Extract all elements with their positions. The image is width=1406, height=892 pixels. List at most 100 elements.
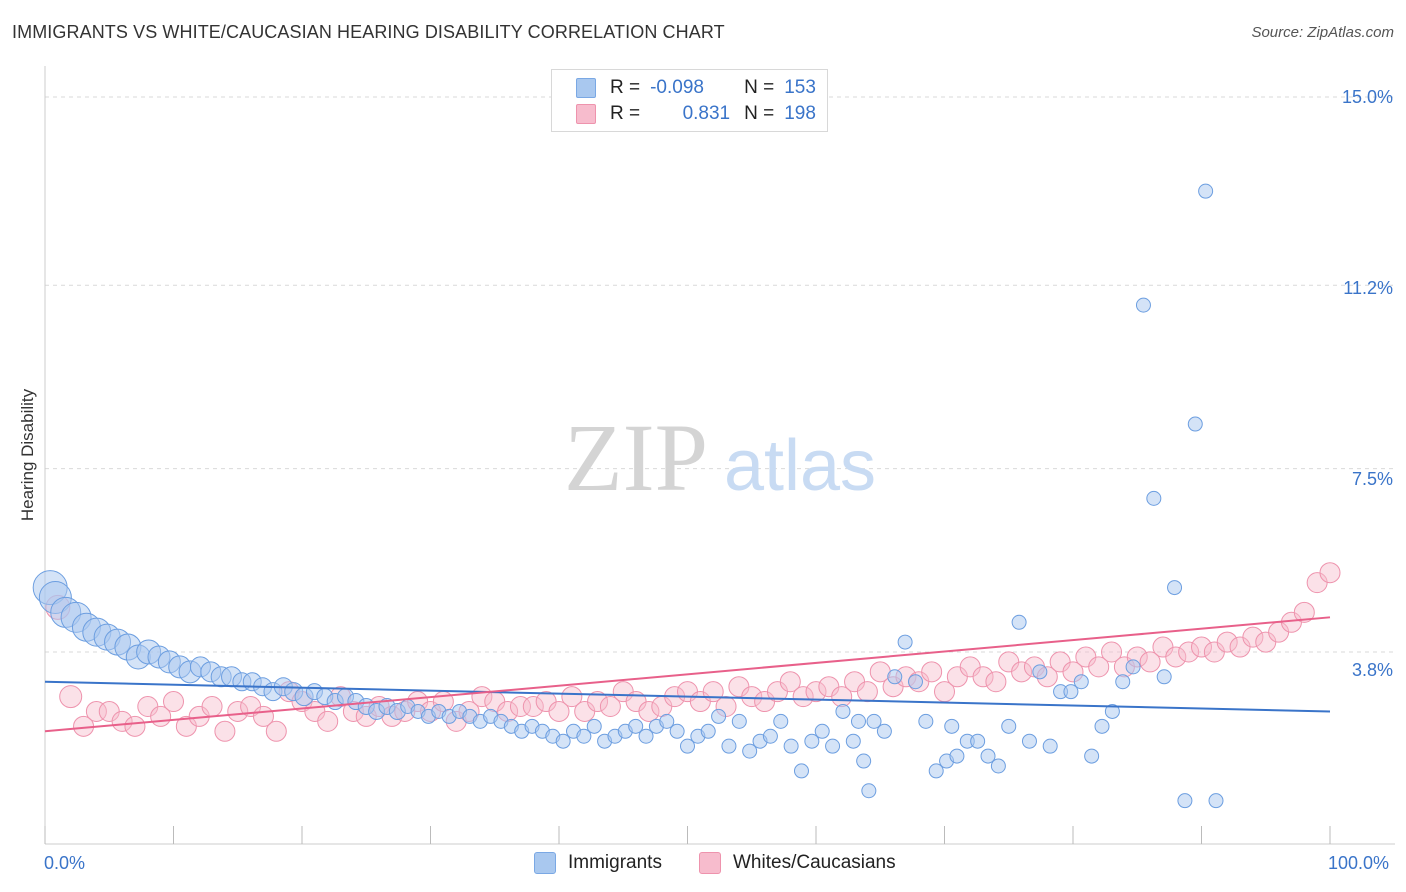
watermark-zip: ZIP: [564, 404, 708, 511]
trend-lines: [44, 616, 1331, 733]
point-immigrants-104: [1084, 748, 1100, 764]
point-immigrants-94: [980, 748, 996, 764]
point-whites-93: [1242, 626, 1264, 648]
point-immigrants-64: [700, 723, 716, 739]
point-immigrants-114: [1187, 416, 1203, 432]
point-immigrants-67: [731, 713, 747, 729]
point-immigrants-95: [990, 758, 1006, 774]
point-whites-57: [779, 671, 801, 693]
point-immigrants-109: [1135, 297, 1151, 313]
point-whites-73: [985, 671, 1007, 693]
trend-line-whites: [44, 616, 1331, 733]
point-immigrants-85: [897, 634, 913, 650]
point-whites-12: [201, 696, 223, 718]
point-immigrants-83: [876, 723, 892, 739]
point-immigrants-75: [814, 723, 830, 739]
point-immigrants-113: [1177, 793, 1193, 809]
point-immigrants-86: [907, 674, 923, 690]
point-immigrants-72: [783, 738, 799, 754]
legend-item-whites[interactable]: Whites/Caucasians: [699, 852, 896, 874]
point-immigrants-100: [1042, 738, 1058, 754]
point-whites-1: [59, 685, 83, 709]
point-immigrants-60: [659, 713, 675, 729]
point-immigrants-116: [1208, 793, 1224, 809]
point-immigrants-61: [669, 723, 685, 739]
r-label: R =: [610, 77, 641, 98]
point-immigrants-102: [1063, 684, 1079, 700]
x-tick-min: 0.0%: [44, 853, 86, 873]
y-tick-11-2: 11.2%: [1343, 278, 1393, 298]
legend-label-whites: Whites/Caucasians: [733, 852, 896, 873]
point-immigrants-80: [856, 753, 872, 769]
point-immigrants-105: [1094, 718, 1110, 734]
point-whites-85: [1139, 651, 1161, 673]
point-immigrants-110: [1146, 490, 1162, 506]
point-whites-36: [509, 696, 531, 718]
point-immigrants-90: [944, 718, 960, 734]
y-tick-3-8: 3.8%: [1351, 660, 1393, 680]
legend-swatch-whites: [576, 104, 596, 124]
point-immigrants-87: [918, 713, 934, 729]
n-value-immigrants: 153: [784, 77, 816, 98]
legend-swatch-immigrants: [534, 852, 556, 874]
point-immigrants-58: [638, 728, 654, 744]
point-whites-87: [1165, 646, 1187, 668]
correlation-legend: R = -0.098 N = 153 R = 0.831 N = 198: [551, 69, 828, 132]
point-whites-63: [856, 681, 878, 703]
chart-title: IMMIGRANTS VS WHITE/CAUCASIAN HEARING DI…: [12, 22, 725, 42]
point-immigrants-53: [586, 718, 602, 734]
r-value-whites: 0.831: [682, 103, 731, 124]
point-immigrants-111: [1156, 669, 1172, 685]
point-immigrants-73: [793, 763, 809, 779]
point-whites-46: [638, 700, 660, 722]
point-whites-59: [805, 681, 827, 703]
point-immigrants-81: [861, 783, 877, 799]
point-whites-17: [265, 720, 287, 742]
point-immigrants-88: [928, 763, 944, 779]
point-immigrants-108: [1125, 659, 1141, 675]
legend-swatch-whites: [699, 852, 721, 874]
legend-label-immigrants: Immigrants: [568, 852, 662, 873]
point-immigrants-115: [1198, 183, 1214, 199]
point-immigrants-112: [1167, 580, 1183, 596]
r-label: R =: [610, 103, 641, 124]
point-immigrants-74: [804, 733, 820, 749]
point-whites-54: [741, 686, 763, 708]
trend-line-immigrants: [44, 680, 1331, 713]
legend-swatch-immigrants: [576, 78, 596, 98]
point-immigrants-84: [887, 669, 903, 685]
point-immigrants-107: [1115, 674, 1131, 690]
point-immigrants-106: [1104, 703, 1120, 719]
legend-item-immigrants[interactable]: Immigrants: [534, 852, 662, 874]
point-immigrants-97: [1011, 614, 1027, 630]
point-immigrants-91: [949, 748, 965, 764]
n-label: N =: [744, 77, 775, 98]
point-immigrants-82: [866, 713, 882, 729]
point-immigrants-57: [628, 718, 644, 734]
point-whites-21: [317, 710, 339, 732]
watermark-atlas: atlas: [724, 426, 876, 506]
point-whites-6: [124, 715, 146, 737]
point-immigrants-50: [555, 733, 571, 749]
point-whites-43: [599, 696, 621, 718]
axes: [44, 66, 1395, 845]
y-tick-7-5: 7.5%: [1351, 469, 1393, 489]
point-whites-99: [1319, 562, 1341, 584]
point-immigrants-79: [850, 713, 866, 729]
point-immigrants-76: [825, 738, 841, 754]
point-immigrants-93: [970, 733, 986, 749]
x-tick-max: 100.0%: [1328, 853, 1390, 873]
n-value-whites: 198: [784, 103, 816, 124]
point-whites-97: [1293, 601, 1315, 623]
point-whites-91: [1216, 631, 1238, 653]
point-immigrants-98: [1021, 733, 1037, 749]
point-whites-68: [921, 661, 943, 683]
r-value-immigrants: -0.098: [650, 77, 704, 98]
point-immigrants-68: [742, 743, 758, 759]
point-immigrants-70: [762, 728, 778, 744]
point-immigrants-103: [1073, 674, 1089, 690]
point-immigrants-52: [576, 728, 592, 744]
point-whites-42: [587, 691, 609, 713]
point-whites-88: [1178, 641, 1200, 663]
point-immigrants-78: [845, 733, 861, 749]
